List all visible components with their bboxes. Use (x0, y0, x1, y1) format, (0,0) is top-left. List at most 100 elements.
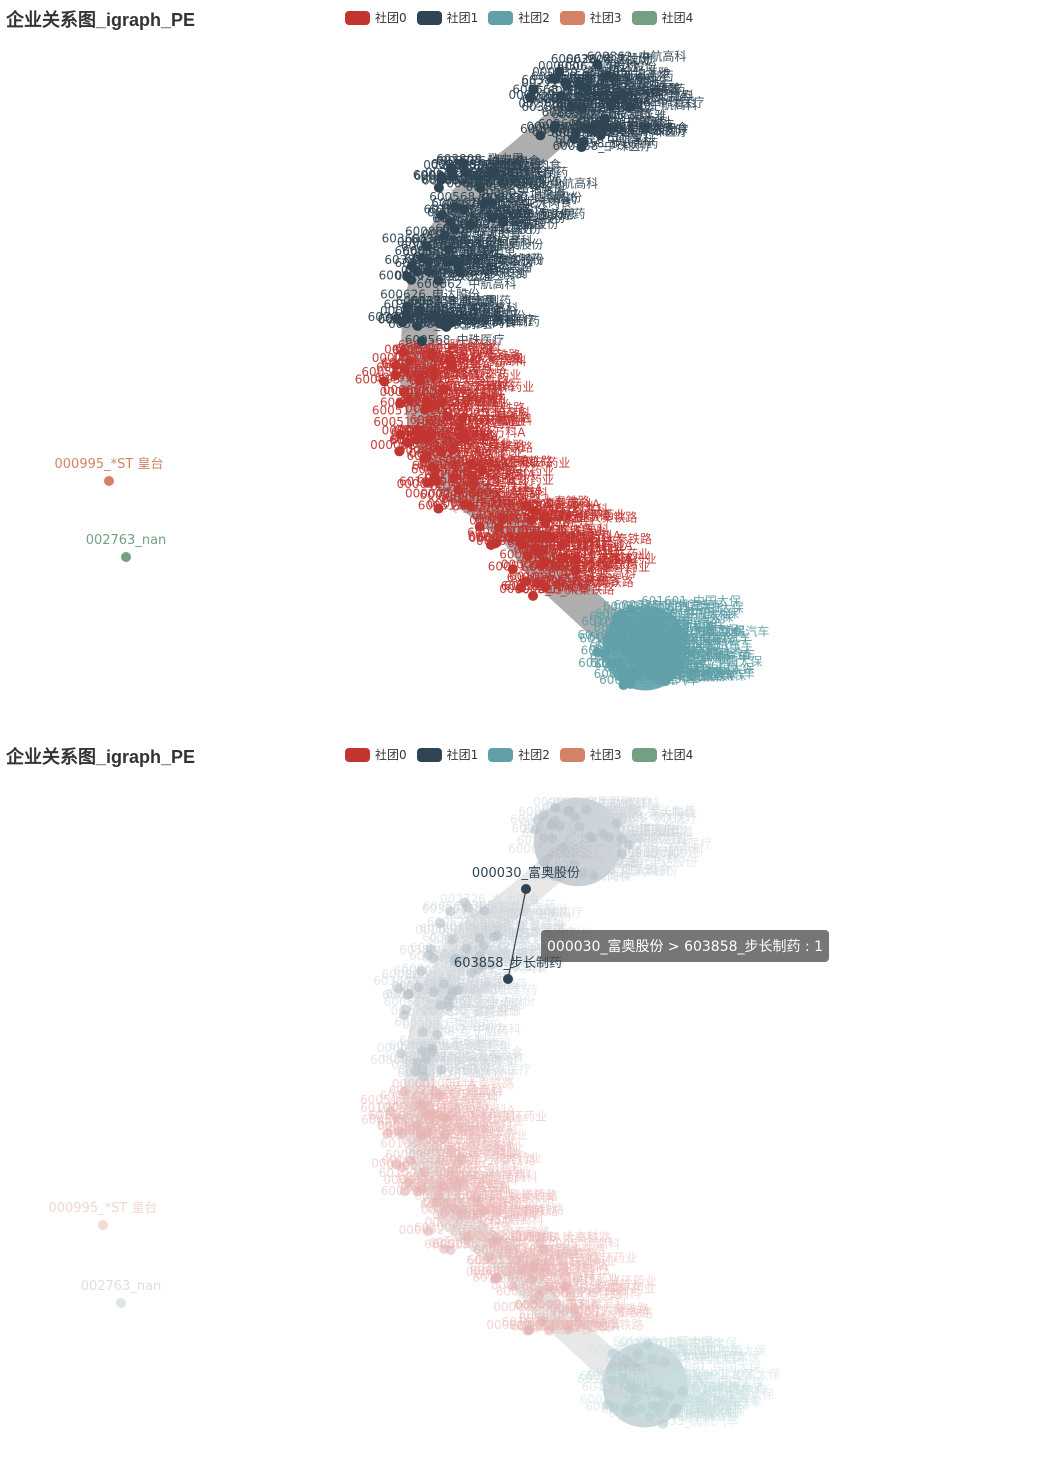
graph-node[interactable] (629, 1394, 640, 1405)
graph-node[interactable] (423, 1226, 434, 1237)
graph-node[interactable] (449, 1175, 460, 1186)
isolated-node-faded[interactable] (116, 1298, 126, 1308)
graph-node[interactable] (637, 636, 648, 647)
graph-node[interactable] (433, 275, 444, 286)
graph-node[interactable] (453, 1158, 464, 1169)
graph-node[interactable] (399, 364, 410, 375)
graph-node[interactable] (438, 1133, 449, 1144)
graph-node[interactable] (664, 1391, 675, 1402)
graph-node[interactable] (427, 364, 438, 375)
graph-node[interactable] (419, 1100, 430, 1111)
graph-node[interactable] (617, 671, 628, 682)
graph-node[interactable] (620, 1353, 631, 1364)
graph-node[interactable] (454, 259, 465, 270)
graph-node[interactable] (498, 217, 509, 228)
graph-node[interactable] (417, 1027, 428, 1038)
graph-node[interactable] (607, 1374, 618, 1385)
graph-node[interactable] (484, 1252, 495, 1263)
graph-node[interactable] (447, 444, 458, 455)
legend-item-community-3[interactable]: 社团3 (559, 746, 622, 763)
graph-node[interactable] (438, 978, 449, 989)
graph-node[interactable] (453, 484, 464, 495)
graph-node[interactable] (570, 565, 581, 576)
graph-node[interactable] (425, 427, 436, 438)
legend-item-community-0[interactable]: 社团0 (345, 9, 407, 26)
graph-node[interactable] (418, 1071, 429, 1082)
graph-node[interactable] (478, 198, 489, 209)
graph-node[interactable] (458, 204, 469, 215)
graph-node[interactable] (532, 815, 543, 826)
graph-node[interactable] (566, 101, 577, 112)
graph-node[interactable] (645, 1411, 656, 1422)
isolated-node[interactable] (104, 476, 114, 486)
graph-node[interactable] (477, 465, 488, 476)
graph-node[interactable] (624, 102, 635, 113)
graph-node[interactable] (399, 1186, 410, 1197)
graph-node[interactable] (580, 82, 591, 93)
graph-node[interactable] (616, 833, 627, 844)
graph-node[interactable] (448, 473, 459, 484)
graph-node[interactable] (395, 429, 406, 440)
graph-node[interactable] (421, 452, 432, 463)
graph-node[interactable] (529, 1258, 540, 1269)
graph-node[interactable] (569, 1304, 580, 1315)
legend-item-community-2[interactable]: 社团2 (488, 746, 550, 763)
graph-node[interactable] (442, 255, 453, 266)
graph-node[interactable] (577, 102, 588, 113)
graph-node[interactable] (523, 551, 534, 562)
graph-node[interactable] (565, 1290, 576, 1301)
graph-node[interactable] (411, 425, 422, 436)
graph-node[interactable] (479, 905, 490, 916)
legend-item-community-1[interactable]: 社团1 (416, 746, 478, 763)
graph-node[interactable] (442, 996, 453, 1007)
graph-node[interactable] (570, 555, 581, 566)
graph-node[interactable] (521, 500, 532, 511)
graph-node[interactable] (436, 1064, 447, 1075)
graph-node[interactable] (433, 182, 444, 193)
graph-node[interactable] (578, 136, 589, 147)
graph-node[interactable] (528, 84, 539, 95)
graph-node[interactable] (532, 578, 543, 589)
graph-node[interactable] (403, 1177, 414, 1188)
graph-node[interactable] (625, 678, 636, 689)
graph-node[interactable] (568, 859, 579, 870)
graph-node[interactable] (487, 1237, 498, 1248)
graph-node[interactable] (416, 336, 427, 347)
graph-node[interactable] (535, 130, 546, 141)
graph-node[interactable] (599, 113, 610, 124)
graph-node[interactable] (454, 421, 465, 432)
graph-node[interactable] (421, 1054, 432, 1065)
graph-node[interactable] (442, 411, 453, 422)
graph-node[interactable] (617, 88, 628, 99)
graph-node[interactable] (436, 447, 447, 458)
graph-node[interactable] (659, 1399, 670, 1410)
graph-node[interactable] (429, 471, 440, 482)
graph-node[interactable] (676, 653, 687, 664)
graph-node[interactable] (657, 1418, 668, 1429)
graph-node[interactable] (558, 842, 569, 853)
graph-node[interactable] (397, 1162, 408, 1173)
graph-node[interactable] (427, 1043, 438, 1054)
graph-node[interactable] (517, 539, 528, 550)
graph-node[interactable] (474, 521, 485, 532)
graph-node[interactable] (450, 953, 461, 964)
graph-node[interactable] (465, 220, 476, 231)
graph-node[interactable] (402, 301, 413, 312)
graph-node[interactable] (404, 394, 415, 405)
isolated-node-faded[interactable] (98, 1220, 108, 1230)
graph-node[interactable] (655, 634, 666, 645)
graph-node[interactable] (457, 158, 468, 169)
graph-node[interactable] (426, 350, 437, 361)
graph-node[interactable] (561, 1281, 572, 1292)
graph-node[interactable] (435, 1000, 446, 1011)
graph-node[interactable] (528, 590, 539, 601)
graph-node[interactable] (487, 198, 498, 209)
graph-node[interactable] (563, 1324, 574, 1335)
graph-node[interactable] (413, 982, 424, 993)
graph-node[interactable] (390, 360, 401, 371)
highlighted-edge[interactable] (507, 888, 527, 980)
graph-node[interactable] (475, 183, 486, 194)
graph-node[interactable] (486, 959, 497, 970)
graph-node[interactable] (677, 1386, 688, 1397)
graph-node[interactable] (537, 1315, 548, 1326)
